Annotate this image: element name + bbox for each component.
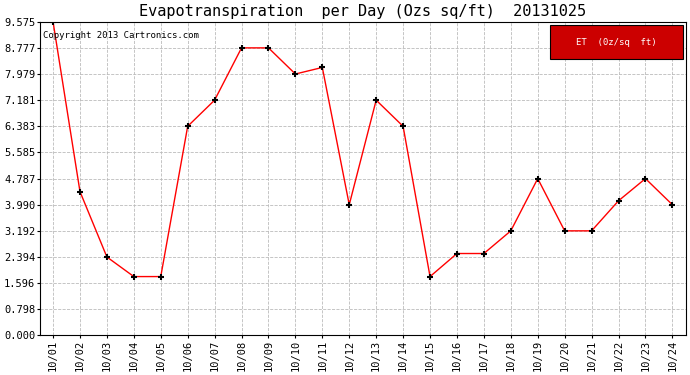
Title: Evapotranspiration  per Day (Ozs sq/ft)  20131025: Evapotranspiration per Day (Ozs sq/ft) 2… <box>139 4 586 19</box>
Text: ET  (0z/sq  ft): ET (0z/sq ft) <box>576 38 657 46</box>
Bar <box>550 25 682 59</box>
Text: Copyright 2013 Cartronics.com: Copyright 2013 Cartronics.com <box>43 31 199 40</box>
